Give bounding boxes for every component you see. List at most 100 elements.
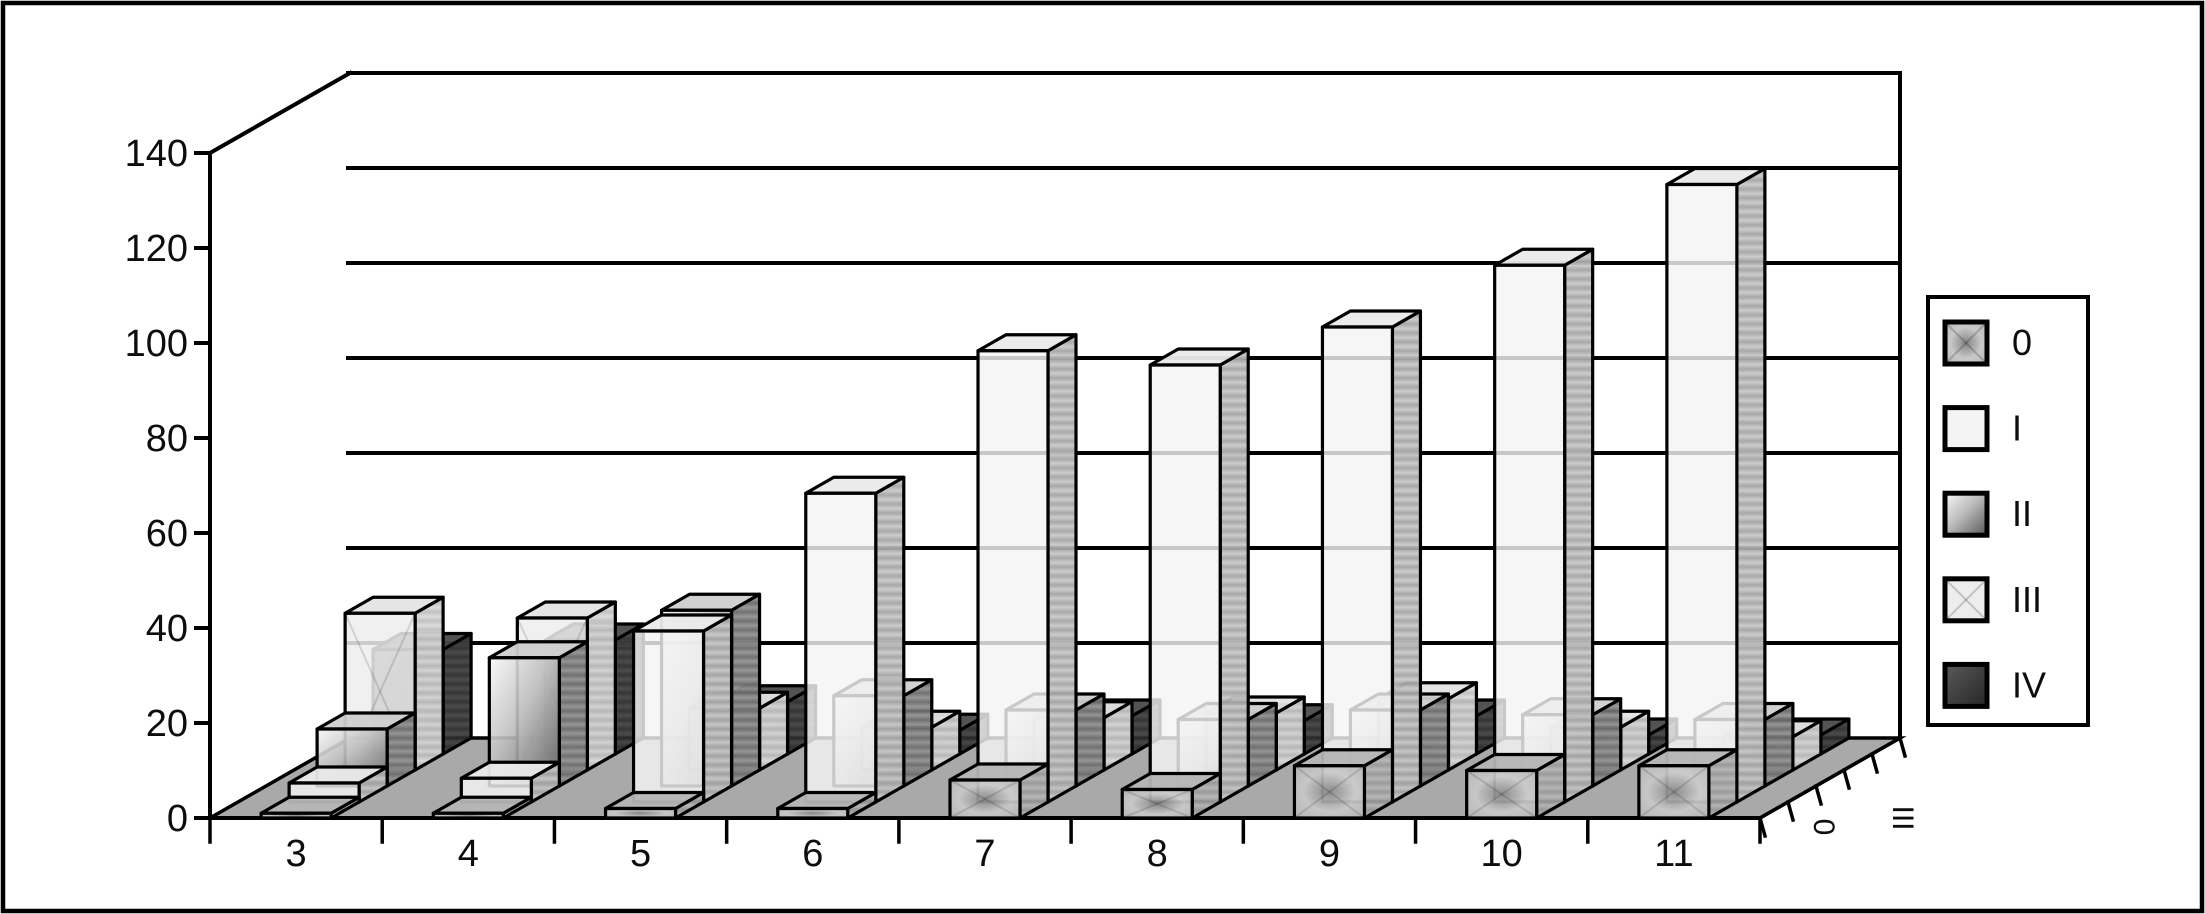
- bar-front-face: [1120, 787, 1194, 820]
- x-tick-label-10: 10: [1481, 833, 1523, 875]
- x-axis: 3 4 5 6 7 8 9 10 11: [208, 816, 1762, 875]
- bar-side-face: [557, 640, 589, 788]
- legend-item-III: III: [1942, 576, 2042, 624]
- legend-cross-line: [1944, 578, 1988, 622]
- bar-series-I-cat-7: [976, 333, 1078, 804]
- legend-key-swatch: [1942, 490, 1990, 538]
- legend-cross-line: [1944, 578, 1988, 622]
- bar-series-0-cat-6: [776, 790, 878, 820]
- cross-line: [1121, 788, 1193, 819]
- bar-front-face: [431, 811, 505, 820]
- bars: [259, 166, 1851, 820]
- bar-series-I-cat-11: [1665, 166, 1767, 804]
- y-tick-label-60: 60: [146, 513, 188, 555]
- bar-front-face: [631, 629, 706, 804]
- bar-front-face: [1665, 182, 1739, 804]
- legend-label-IV: IV: [2012, 664, 2046, 705]
- x-tick-label-4: 4: [458, 833, 479, 875]
- depth-tick: [1785, 799, 1796, 823]
- depth-axis: 0 III: [1757, 735, 1919, 839]
- bar-series-0-cat-10: [1465, 752, 1567, 820]
- y-tick-label-140: 140: [125, 133, 188, 175]
- legend-label-I: I: [2012, 408, 2022, 449]
- y-tick-label-80: 80: [146, 418, 188, 460]
- y-tick-label-120: 120: [125, 228, 188, 270]
- bar-series-0-cat-7: [948, 762, 1050, 820]
- bar-front-face: [1493, 263, 1567, 804]
- legend-item-I: I: [1942, 405, 2022, 453]
- bar-front-face: [1465, 768, 1539, 820]
- depth-axis-line: [1757, 735, 1903, 821]
- legend-item-IV: IV: [1942, 661, 2046, 709]
- bar-side-face: [413, 595, 445, 772]
- x-tick-label-8: 8: [1147, 833, 1168, 875]
- bar-side-face: [585, 600, 617, 772]
- bar-side-face: [1046, 333, 1078, 804]
- cross-line: [1293, 764, 1366, 819]
- x-tick-label-5: 5: [630, 833, 651, 875]
- bar-side-face: [1390, 309, 1423, 804]
- bar-side-face: [1563, 247, 1595, 804]
- legend-item-0: 0: [1942, 319, 2032, 367]
- legend-key-swatch: [1942, 576, 1990, 624]
- bar-series-I-cat-10: [1493, 247, 1595, 804]
- bar-front-face: [1637, 764, 1711, 820]
- bar-series-I-cat-6: [804, 475, 906, 804]
- y-axis: 0 20 40 60 80 100 120 140: [125, 133, 212, 840]
- cross-line: [1293, 764, 1366, 819]
- x-tick-label-3: 3: [286, 833, 307, 875]
- x-tick-label-7: 7: [974, 833, 995, 875]
- bar-side-face: [1735, 166, 1767, 804]
- legend-label-0: 0: [2012, 322, 2032, 363]
- bar-side-face: [1218, 347, 1250, 804]
- depth-tick: [1757, 815, 1768, 839]
- cross-line: [1466, 769, 1538, 819]
- cross-line: [1121, 788, 1193, 819]
- depth-tick-label-0: 0: [1807, 819, 1840, 836]
- wall-top-left-edge: [207, 70, 353, 156]
- y-tick-label-20: 20: [146, 703, 188, 745]
- cross-line: [1638, 764, 1710, 819]
- x-tick-label-9: 9: [1319, 833, 1340, 875]
- bar-series-0-cat-9: [1292, 748, 1395, 820]
- bar-side-face: [729, 592, 762, 788]
- x-tick-label-6: 6: [802, 833, 823, 875]
- cross-line: [949, 779, 1021, 819]
- legend-cross-line: [1944, 321, 1988, 365]
- back-wall-gridlines: [207, 70, 1902, 740]
- bar-front-face: [976, 349, 1050, 804]
- bar-front-face: [1320, 325, 1395, 804]
- bar-series-0-cat-3: [259, 795, 361, 820]
- depth-tick: [1897, 735, 1908, 759]
- legend-key-swatch: [1942, 319, 1990, 367]
- bar-series-I-cat-8: [1148, 347, 1250, 804]
- bar-series-0-cat-11: [1637, 748, 1739, 820]
- x-tick-label-11: 11: [1654, 833, 1693, 875]
- y-tick-label-40: 40: [146, 608, 188, 650]
- legend-key-swatch: [1942, 661, 1990, 709]
- bar-series-0-cat-4: [431, 795, 533, 820]
- bar-series-I-cat-9: [1320, 309, 1423, 804]
- bar-front-face: [948, 778, 1022, 820]
- bar-side-face: [874, 475, 906, 804]
- bar-side-face: [902, 678, 934, 788]
- depth-tick-label-III: III: [1886, 805, 1919, 830]
- bar-side-face: [701, 613, 734, 804]
- bar-front-face: [603, 806, 678, 820]
- bar-side-face: [441, 631, 473, 756]
- depth-tick: [1841, 767, 1852, 791]
- legend-cross-line: [1944, 321, 1988, 365]
- bar-series-I-cat-5: [631, 613, 734, 804]
- cross-line: [1638, 764, 1710, 819]
- depth-tick: [1869, 751, 1880, 775]
- bar-series-0-cat-8: [1120, 771, 1222, 820]
- cross-line: [1466, 769, 1538, 819]
- legend-label-II: II: [2012, 493, 2032, 534]
- bar-front-face: [259, 811, 333, 820]
- legend-key-swatch: [1942, 405, 1990, 453]
- bar-front-face: [804, 491, 878, 804]
